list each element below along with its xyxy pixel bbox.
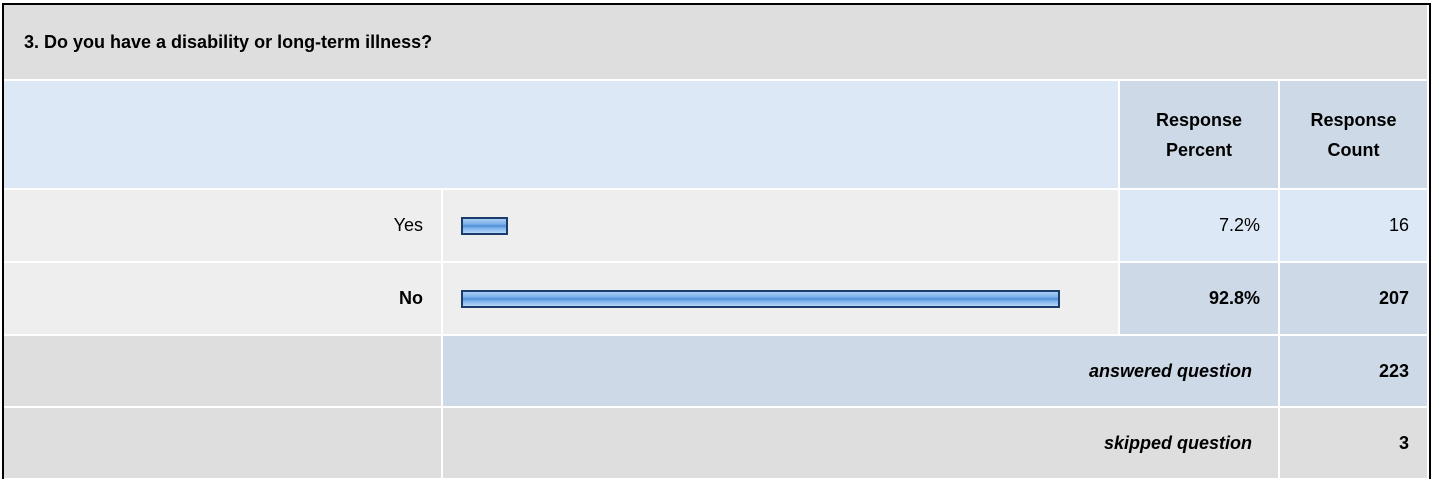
- response-count: 207: [1280, 263, 1429, 336]
- bar-cell: [443, 263, 1120, 336]
- response-count: 16: [1280, 190, 1429, 263]
- summary-label: answered question: [443, 336, 1280, 408]
- summary-count: 3: [1280, 408, 1429, 480]
- header-percent: Response Percent: [1120, 81, 1280, 190]
- bar-cell: [443, 190, 1120, 263]
- bar: [461, 216, 508, 235]
- header-blank: [4, 81, 1120, 190]
- question-title: 3. Do you have a disability or long-term…: [4, 5, 1429, 81]
- answer-label: Yes: [4, 190, 443, 263]
- response-percent: 92.8%: [1120, 263, 1280, 336]
- response-percent: 7.2%: [1120, 190, 1280, 263]
- summary-blank: [4, 408, 443, 480]
- header-count: Response Count: [1280, 81, 1429, 190]
- frame: [2, 3, 1431, 479]
- summary-blank: [4, 336, 443, 408]
- summary-count: 223: [1280, 336, 1429, 408]
- bar: [461, 289, 1061, 308]
- answer-label: No: [4, 263, 443, 336]
